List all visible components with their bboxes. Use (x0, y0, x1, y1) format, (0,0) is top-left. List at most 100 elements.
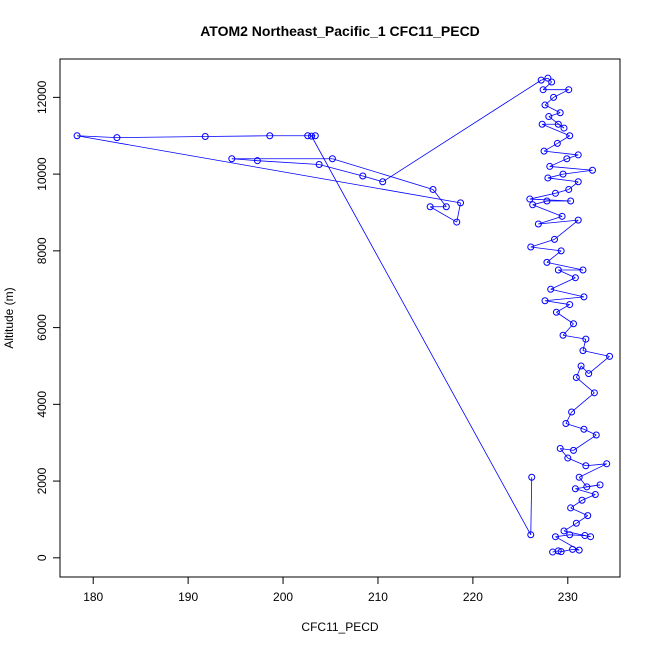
data-point (201, 133, 209, 141)
series-line-segment (311, 135, 532, 535)
series-line-segment (568, 181, 579, 190)
data-point (551, 533, 559, 541)
data-point (528, 473, 536, 481)
series-line-segment (542, 81, 552, 90)
series-line-segment (543, 143, 558, 152)
data-point (572, 373, 580, 381)
y-tick-label: 8000 (35, 237, 49, 264)
data-point (562, 420, 570, 428)
x-tick-label: 200 (273, 590, 293, 604)
series-line-segment (576, 515, 588, 524)
data-point (429, 185, 437, 193)
series-line-segment (544, 150, 579, 156)
data-point (572, 519, 580, 527)
series-line-segment (530, 477, 533, 535)
data-point (567, 197, 575, 205)
series-line-segment (332, 158, 434, 190)
y-tick-label: 10000 (35, 157, 49, 191)
series-line-segment (550, 277, 576, 290)
series-line-segment (557, 135, 570, 144)
data-point (559, 331, 567, 339)
data-point (304, 132, 312, 140)
series-line-segment (529, 192, 556, 200)
data-point (544, 74, 552, 82)
series-line-segment (542, 123, 570, 137)
y-axis-label: Altitude (m) (2, 287, 16, 348)
data-point (564, 454, 572, 462)
series-line-segment (547, 177, 579, 183)
series-line-segment (549, 166, 593, 171)
data-point (580, 293, 588, 301)
series-line-segment (582, 339, 587, 351)
series-line-segment (432, 189, 447, 207)
series-line-segment (573, 434, 597, 451)
data-point (308, 132, 316, 140)
data-point (113, 134, 121, 142)
series-line-segment (257, 160, 320, 165)
data-point (527, 243, 535, 251)
series-line-segment (560, 448, 574, 451)
data-point (552, 308, 560, 316)
y-tick-label: 0 (35, 554, 49, 561)
series-line-segment (556, 304, 570, 313)
data-point (575, 546, 583, 554)
data-point (73, 132, 81, 140)
data-point (311, 132, 319, 140)
data-point (566, 132, 574, 140)
data-point (556, 109, 564, 117)
y-tick-label: 6000 (35, 314, 49, 341)
data-point (540, 147, 548, 155)
data-point (541, 101, 549, 109)
data-point (567, 504, 575, 512)
series-line-segment (548, 112, 561, 117)
series-line-segment (546, 261, 584, 271)
series-line-segment (579, 463, 607, 478)
y-tick-label: 4000 (35, 391, 49, 418)
y-tick-label: 2000 (35, 467, 49, 494)
series-line-segment (576, 377, 595, 394)
series-line-segment (544, 300, 570, 305)
data-point (541, 297, 549, 305)
data-point (588, 166, 596, 174)
data-point (328, 155, 336, 163)
data-point (606, 352, 614, 360)
x-tick-label: 210 (368, 590, 388, 604)
data-point (526, 195, 534, 203)
data-point (569, 320, 577, 328)
series-line-segment (554, 219, 579, 240)
data-point (565, 185, 573, 193)
series-line-segment (544, 296, 584, 302)
series-line-segment (544, 97, 554, 106)
series-line-segment (77, 135, 117, 139)
data-point (580, 425, 588, 433)
series-line-segment (532, 200, 548, 206)
series-line-segment (555, 189, 569, 194)
series-line-segment (538, 215, 563, 225)
series-line-segment (530, 246, 562, 252)
data-point (543, 258, 551, 266)
data-point (551, 189, 559, 197)
series-points (73, 74, 614, 556)
data-point (577, 362, 585, 370)
data-point (529, 201, 537, 209)
data-point (457, 199, 465, 207)
data-point (563, 155, 571, 163)
series-line-segment (566, 154, 579, 160)
x-axis-label: CFC11_PECD (301, 620, 378, 634)
data-point (558, 212, 566, 220)
data-point (603, 460, 611, 468)
data-point (548, 78, 556, 86)
series-line-segment (77, 135, 461, 204)
series-line-segment (538, 219, 579, 225)
series-line-segment (588, 356, 610, 374)
series-line-segment (583, 428, 597, 436)
data-point (582, 462, 590, 470)
data-point (587, 533, 595, 541)
data-point (578, 496, 586, 504)
data-point (544, 174, 552, 182)
data-point (266, 132, 274, 140)
series-line-segment (116, 136, 206, 139)
data-point (571, 485, 579, 493)
series-line-segment (559, 448, 569, 459)
